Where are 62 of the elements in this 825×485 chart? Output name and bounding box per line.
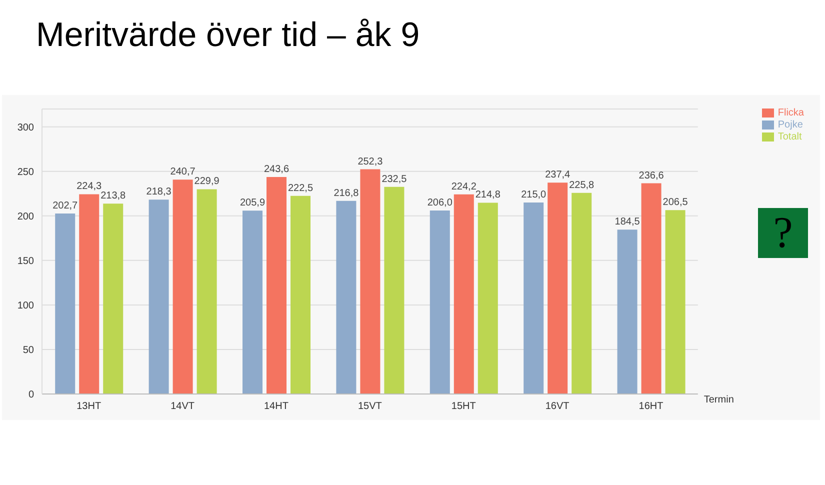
bar bbox=[266, 177, 287, 394]
bar bbox=[360, 169, 380, 394]
data-label: 222,5 bbox=[288, 182, 314, 194]
bar bbox=[148, 200, 169, 394]
legend-label: Totalt bbox=[778, 132, 802, 143]
bar bbox=[454, 194, 474, 394]
chart-title: Meritvärde över tid – åk 9 bbox=[36, 16, 420, 55]
bar bbox=[548, 182, 568, 394]
data-label: 184,5 bbox=[614, 216, 640, 228]
legend-label: Pojke bbox=[778, 120, 803, 131]
data-label: 213,8 bbox=[100, 190, 126, 202]
data-label: 214,8 bbox=[475, 190, 501, 201]
y-tick-label: 150 bbox=[17, 256, 34, 267]
x-tick-label: 13HT bbox=[76, 401, 102, 412]
y-tick-label: 0 bbox=[28, 390, 34, 401]
data-label: 205,9 bbox=[240, 198, 266, 209]
data-label: 236,6 bbox=[638, 170, 664, 182]
data-label: 225,8 bbox=[569, 180, 595, 191]
data-label: 224,2 bbox=[451, 181, 477, 192]
x-tick-label: 14VT bbox=[170, 401, 194, 412]
x-tick-label: 16VT bbox=[545, 401, 570, 412]
x-tick-label: 15VT bbox=[358, 401, 382, 412]
y-tick-label: 300 bbox=[17, 122, 34, 134]
data-label: 206,0 bbox=[427, 198, 453, 209]
y-tick-label: 50 bbox=[22, 345, 34, 356]
data-label: 218,3 bbox=[146, 186, 172, 198]
data-label: 215,0 bbox=[521, 190, 547, 201]
data-label: 206,5 bbox=[662, 197, 688, 208]
bar bbox=[290, 196, 311, 394]
bar bbox=[103, 204, 124, 394]
data-label: 229,9 bbox=[194, 176, 220, 188]
data-label: 202,7 bbox=[52, 200, 78, 212]
data-label: 216,8 bbox=[334, 188, 360, 199]
y-tick-label: 200 bbox=[17, 211, 34, 222]
x-axis-title: Termin bbox=[704, 394, 734, 406]
data-label: 243,6 bbox=[264, 164, 290, 176]
bar bbox=[478, 202, 498, 394]
bar bbox=[617, 230, 638, 394]
data-label: 240,7 bbox=[170, 166, 196, 178]
bar bbox=[55, 213, 76, 394]
bar bbox=[336, 200, 356, 394]
data-label: 237,4 bbox=[545, 170, 571, 181]
x-tick-label: 15HT bbox=[451, 401, 476, 412]
bar bbox=[79, 194, 100, 394]
bar bbox=[524, 202, 544, 394]
bar bbox=[172, 180, 193, 394]
y-tick-label: 100 bbox=[17, 300, 34, 312]
y-tick-label: 250 bbox=[17, 166, 34, 178]
x-tick-label: 16HT bbox=[638, 401, 664, 412]
data-label: 232,5 bbox=[382, 174, 408, 185]
bar bbox=[665, 210, 686, 394]
bar bbox=[572, 192, 592, 394]
legend-label: Flicka bbox=[778, 108, 804, 119]
data-label: 252,3 bbox=[358, 156, 384, 168]
data-label: 224,3 bbox=[76, 181, 102, 192]
question-mark-icon: ? bbox=[758, 208, 808, 258]
bar bbox=[430, 210, 450, 394]
bar bbox=[242, 210, 263, 394]
bar bbox=[641, 183, 662, 394]
x-tick-label: 14HT bbox=[264, 401, 288, 412]
bar bbox=[196, 189, 217, 394]
bar bbox=[384, 186, 404, 394]
